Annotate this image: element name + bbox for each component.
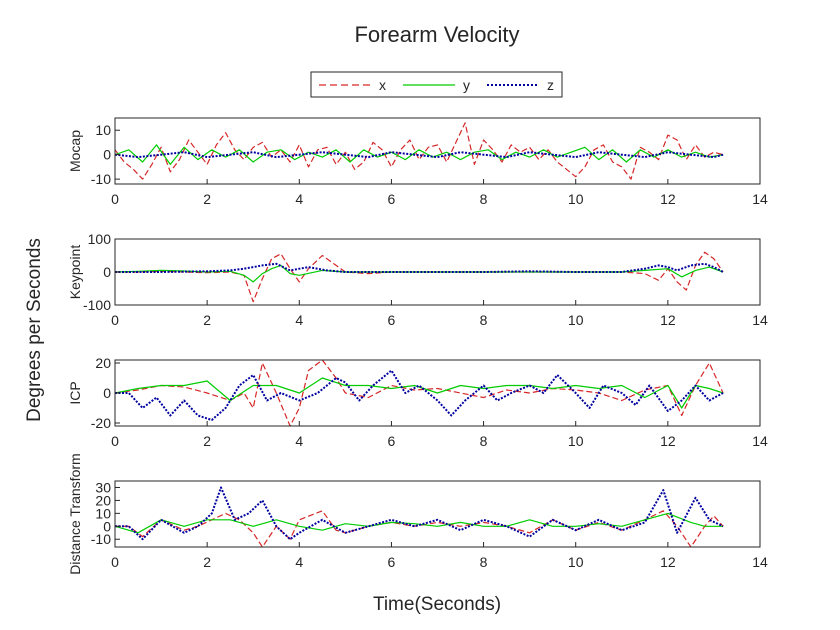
x-tick-label: 2 (203, 312, 211, 328)
y-tick-label: 10 (95, 122, 111, 138)
x-tick-label: 14 (752, 433, 768, 449)
subplot-series-group (115, 251, 724, 303)
series-line-z (115, 151, 724, 159)
x-tick-label: 0 (111, 433, 119, 449)
series-line-y (115, 377, 724, 409)
y-tick-label: 0 (103, 385, 111, 401)
series-line-z (115, 262, 724, 273)
legend-label-z: z (547, 77, 554, 93)
y-axis-label: Degrees per Seconds (24, 238, 45, 422)
x-tick-label: 4 (295, 554, 303, 570)
subplot-series-group (115, 360, 724, 426)
series-line-x (115, 251, 724, 303)
subplot-ylabel: Keypoint (67, 245, 83, 300)
x-tick-label: 8 (480, 191, 488, 207)
series-line-x (115, 122, 724, 180)
subplot-axes-box (114, 480, 761, 548)
x-tick-label: 6 (388, 191, 396, 207)
subplot-series-group (115, 486, 724, 547)
chart-title: Forearm Velocity (354, 22, 519, 47)
y-tick-label: 30 (95, 479, 111, 495)
x-tick-label: 6 (388, 554, 396, 570)
x-tick-label: 8 (480, 433, 488, 449)
x-tick-label: 8 (480, 312, 488, 328)
x-tick-label: 4 (295, 312, 303, 328)
legend: x y z (310, 71, 563, 98)
x-tick-label: 4 (295, 191, 303, 207)
x-tick-label: 14 (752, 554, 768, 570)
y-tick-label: -10 (91, 531, 111, 547)
subplot-ylabel: Distance Transform (67, 453, 83, 574)
series-line-z (115, 486, 724, 541)
subplot-ylabel: ICP (67, 381, 83, 404)
y-tick-label: 100 (88, 231, 112, 247)
x-tick-label: 12 (660, 554, 676, 570)
y-tick-label: -10 (91, 171, 111, 187)
legend-label-x: x (379, 77, 386, 93)
y-tick-label: 0 (103, 264, 111, 280)
x-tick-label: 6 (388, 433, 396, 449)
x-tick-label: 4 (295, 433, 303, 449)
subplot-series-group (115, 122, 724, 180)
y-tick-label: 10 (95, 505, 111, 521)
x-tick-label: 10 (568, 554, 584, 570)
y-tick-label: 20 (95, 492, 111, 508)
x-tick-label: 12 (660, 191, 676, 207)
legend-label-y: y (463, 77, 470, 93)
x-tick-label: 8 (480, 554, 488, 570)
x-tick-label: 2 (203, 191, 211, 207)
subplot-ylabel: Mocap (67, 130, 83, 172)
x-axis-label: Time(Seconds) (373, 594, 501, 615)
x-tick-label: 10 (568, 312, 584, 328)
series-line-y (115, 144, 724, 165)
x-tick-label: 0 (111, 312, 119, 328)
x-tick-label: 14 (752, 191, 768, 207)
y-tick-label: 0 (103, 147, 111, 163)
x-tick-label: 0 (111, 554, 119, 570)
subplot-axes-box (114, 117, 761, 185)
x-tick-label: 12 (660, 312, 676, 328)
series-line-x (115, 360, 724, 426)
y-tick-label: -100 (83, 297, 111, 313)
series-line-z (115, 369, 724, 421)
x-tick-label: 2 (203, 433, 211, 449)
x-tick-label: 12 (660, 433, 676, 449)
x-tick-label: 10 (568, 191, 584, 207)
x-tick-label: 0 (111, 191, 119, 207)
x-tick-label: 10 (568, 433, 584, 449)
series-line-y (115, 512, 724, 534)
y-tick-label: 0 (103, 518, 111, 534)
y-tick-label: 20 (95, 355, 111, 371)
series-line-y (115, 264, 724, 283)
x-tick-label: 6 (388, 312, 396, 328)
x-tick-label: 2 (203, 554, 211, 570)
x-tick-label: 14 (752, 312, 768, 328)
y-tick-label: -20 (91, 415, 111, 431)
series-line-x (115, 510, 724, 547)
